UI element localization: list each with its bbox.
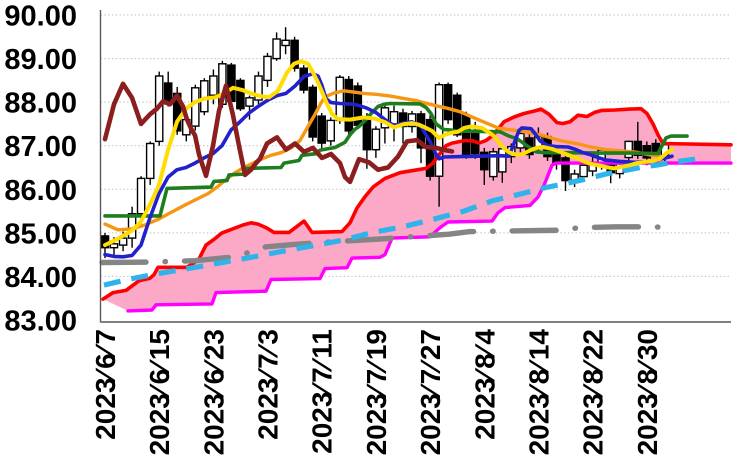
svg-text:2023∕8∕22: 2023∕8∕22 — [578, 329, 609, 455]
svg-text:2023∕7∕27: 2023∕7∕27 — [415, 329, 446, 455]
svg-text:2023∕7∕19: 2023∕7∕19 — [361, 329, 392, 455]
svg-text:89.00: 89.00 — [4, 44, 77, 76]
svg-text:83.00: 83.00 — [4, 306, 77, 338]
svg-text:2023∕8∕4: 2023∕8∕4 — [469, 329, 500, 440]
svg-text:2023∕6∕23: 2023∕6∕23 — [198, 329, 229, 455]
svg-text:2023∕8∕30: 2023∕8∕30 — [632, 329, 663, 455]
svg-text:88.00: 88.00 — [4, 88, 77, 120]
svg-text:90.00: 90.00 — [4, 1, 77, 33]
svg-text:2023∕8∕14: 2023∕8∕14 — [523, 329, 554, 456]
svg-text:86.00: 86.00 — [4, 175, 77, 207]
svg-text:2023∕6∕15: 2023∕6∕15 — [144, 329, 175, 455]
svg-text:85.00: 85.00 — [4, 218, 77, 250]
svg-text:87.00: 87.00 — [4, 131, 77, 163]
svg-text:2023∕7∕11: 2023∕7∕11 — [307, 329, 338, 454]
svg-text:84.00: 84.00 — [4, 262, 77, 294]
